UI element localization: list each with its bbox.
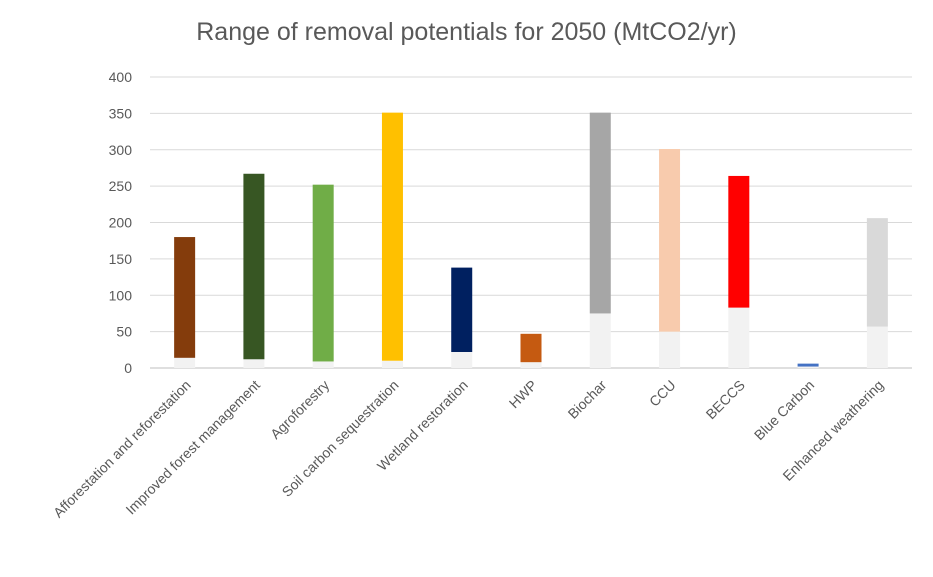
bar-base — [243, 359, 265, 368]
bar-range — [728, 175, 750, 308]
bar-range — [520, 333, 542, 363]
x-tick-label: Agroforestry — [267, 377, 332, 442]
bar-base — [728, 307, 750, 368]
bar-base — [174, 357, 196, 368]
bar-base — [797, 366, 819, 368]
y-tick-label: 300 — [109, 142, 133, 158]
bar-range — [381, 112, 403, 361]
bar-base — [312, 361, 334, 368]
bar-base — [659, 331, 681, 368]
x-tick-label: Improved forest management — [122, 377, 263, 518]
x-tick-label: Biochar — [565, 377, 610, 422]
bar-range — [174, 237, 196, 358]
bar-range — [797, 363, 819, 367]
x-tick-label: HWP — [506, 377, 540, 411]
x-tick-label: Blue Carbon — [751, 377, 817, 443]
bar-base — [381, 360, 403, 368]
x-tick-label: Soil carbon sequestration — [279, 377, 402, 500]
x-tick-label: Afforestation and reforestation — [50, 377, 194, 521]
bar-range — [312, 184, 334, 362]
x-axis: Afforestation and reforestationImproved … — [50, 377, 886, 521]
y-tick-label: 100 — [109, 287, 133, 303]
gridlines — [150, 76, 912, 369]
bar-base — [866, 326, 888, 368]
y-tick-label: 400 — [109, 69, 133, 85]
bar-base — [451, 351, 473, 368]
bars — [174, 112, 888, 368]
y-tick-label: 50 — [116, 324, 132, 340]
bar-range — [659, 149, 681, 332]
y-tick-label: 350 — [109, 105, 133, 121]
bar-range — [866, 218, 888, 327]
bar-base — [589, 313, 611, 368]
y-tick-label: 200 — [109, 215, 133, 231]
x-tick-label: BECCS — [703, 377, 748, 422]
x-tick-label: CCU — [646, 377, 679, 410]
chart-title: Range of removal potentials for 2050 (Mt… — [196, 18, 737, 46]
bar-range — [451, 267, 473, 352]
bar-range — [243, 173, 265, 360]
y-tick-label: 0 — [124, 360, 132, 376]
bar-base — [520, 362, 542, 368]
y-axis: 0 50 100 150 200 250 300 350 400 — [109, 69, 133, 376]
y-tick-label: 250 — [109, 178, 133, 194]
bar-range — [589, 112, 611, 314]
y-tick-label: 150 — [109, 251, 133, 267]
